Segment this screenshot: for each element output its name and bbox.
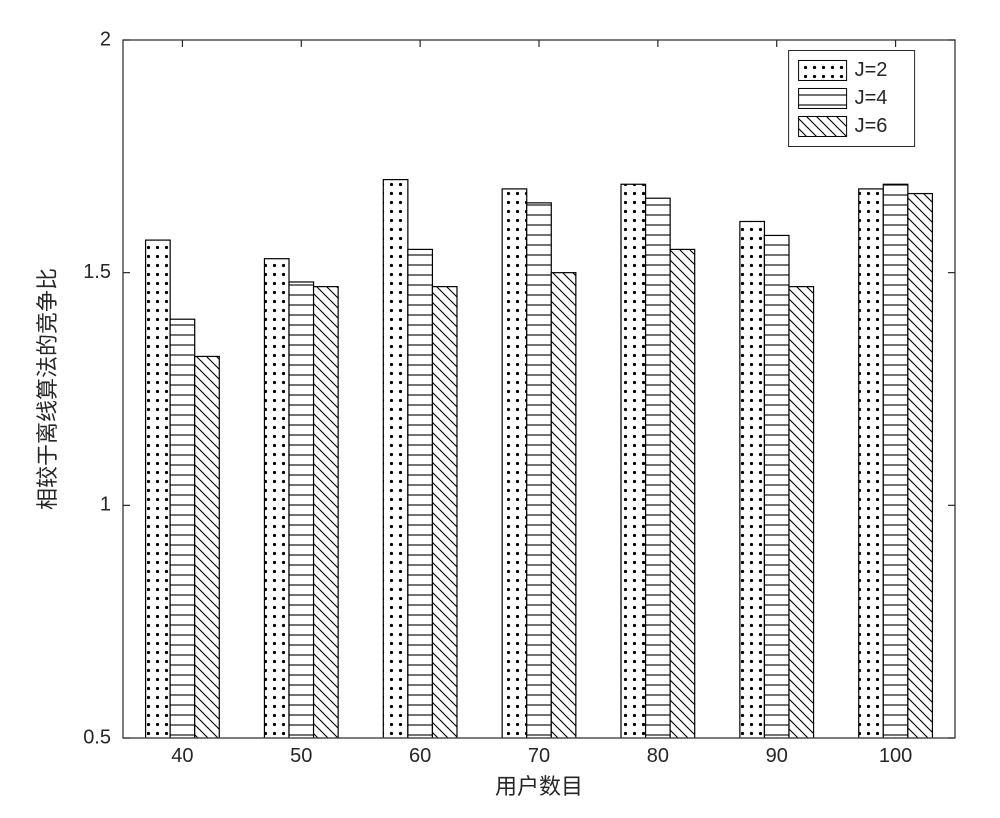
- bar: [146, 240, 171, 738]
- bar: [383, 180, 408, 738]
- bar: [408, 249, 433, 738]
- bars-group: [146, 180, 933, 738]
- bar: [764, 235, 789, 738]
- x-tick-label: 60: [409, 745, 431, 767]
- y-tick-label: 0.5: [83, 726, 111, 748]
- legend: J=2 J=4 J=6: [789, 50, 915, 146]
- bar: [432, 287, 457, 738]
- y-tick-label: 1.5: [83, 261, 111, 283]
- legend-label: J=4: [855, 87, 888, 109]
- bar: [670, 249, 695, 738]
- x-tick-label: 100: [879, 745, 912, 767]
- x-tick-label: 90: [766, 745, 788, 767]
- legend-label: J=2: [855, 59, 888, 81]
- bar: [646, 198, 671, 738]
- y-axis-label: 相较于离线算法的竞争比: [35, 268, 60, 510]
- x-tick-label: 80: [647, 745, 669, 767]
- legend-swatch: [799, 60, 847, 80]
- bar: [740, 221, 765, 738]
- bar: [908, 194, 933, 738]
- bar: [789, 287, 814, 738]
- bar: [264, 259, 289, 738]
- legend-swatch: [799, 116, 847, 136]
- bar: [502, 189, 527, 738]
- y-tick-label: 1: [100, 494, 111, 516]
- bar: [621, 184, 646, 738]
- bar: [195, 356, 220, 738]
- x-tick-label: 40: [171, 745, 193, 767]
- bar: [551, 273, 576, 738]
- bar: [883, 184, 908, 738]
- bar: [527, 203, 552, 738]
- competitive-ratio-bar-chart: 0.5 1 1.5 2 40 50 60 70 80 90 100 用户数目 相较于离线算法的竞争比 J=…: [0, 0, 1000, 818]
- x-tick-label: 70: [528, 745, 550, 767]
- x-tick-label: 50: [290, 745, 312, 767]
- x-axis-label: 用户数目: [495, 774, 583, 799]
- bar: [314, 287, 339, 738]
- y-tick-label: 2: [100, 28, 111, 50]
- legend-label: J=6: [855, 115, 888, 137]
- bar: [170, 319, 195, 738]
- bar: [859, 189, 884, 738]
- legend-swatch: [799, 88, 847, 108]
- chart-svg: 0.5 1 1.5 2 40 50 60 70 80 90 100 用户数目 相较于离线算法的竞争比 J=…: [0, 0, 1000, 813]
- bar: [289, 282, 314, 738]
